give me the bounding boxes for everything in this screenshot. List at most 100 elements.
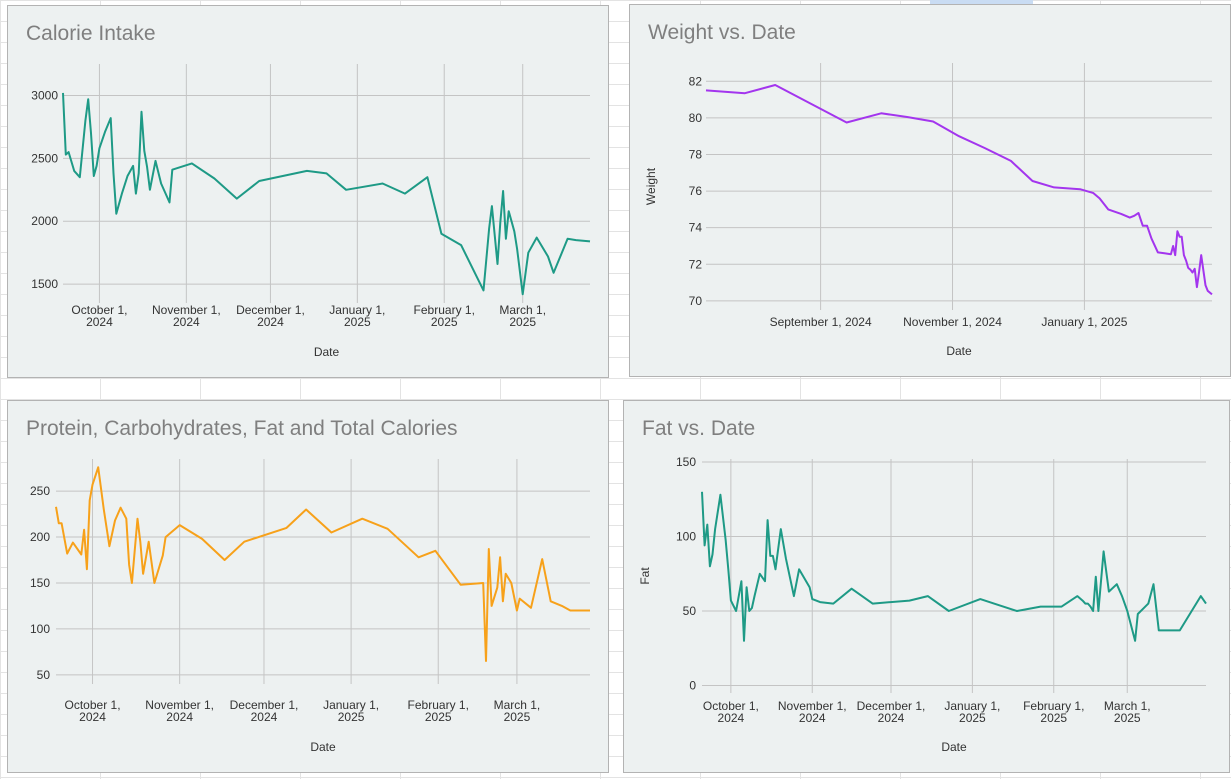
- data-point: [725, 538, 727, 540]
- data-point: [108, 545, 110, 547]
- data-point: [460, 244, 462, 246]
- data-point: [704, 544, 706, 546]
- data-point: [80, 554, 82, 556]
- data-point: [908, 600, 910, 602]
- data-point: [759, 573, 761, 575]
- y-tick-label: 2000: [31, 214, 58, 228]
- data-point: [1179, 236, 1181, 238]
- data-point: [510, 582, 512, 584]
- data-point: [148, 541, 150, 543]
- y-tick-label: 82: [689, 74, 703, 88]
- x-tick-label: October 1,: [71, 303, 127, 317]
- data-point: [798, 568, 800, 570]
- data-point: [114, 520, 116, 522]
- data-point: [1095, 576, 1097, 578]
- data-point: [1163, 252, 1165, 254]
- x-tick-label: November 1,: [145, 698, 214, 712]
- x-tick-label: March 1,: [499, 303, 546, 317]
- data-point: [1146, 225, 1148, 227]
- x-tick-label-year: 2024: [251, 710, 278, 724]
- data-point: [499, 221, 501, 223]
- data-point: [305, 509, 307, 511]
- data-point: [769, 555, 771, 557]
- data-point: [165, 536, 167, 538]
- data-point: [434, 550, 436, 552]
- data-point: [754, 595, 756, 597]
- y-tick-label: 2500: [31, 151, 58, 165]
- data-point: [1092, 192, 1094, 194]
- x-tick-label-year: 2024: [79, 710, 106, 724]
- y-tick-label: 50: [37, 668, 51, 682]
- data-point: [1087, 603, 1089, 605]
- data-point: [541, 558, 543, 560]
- data-point: [513, 230, 515, 232]
- data-point: [764, 580, 766, 582]
- data-point: [482, 289, 484, 291]
- fat-vs-date-chart-panel[interactable]: Fat vs. Date 0 50 100 150 October 1, 2024 Nove…: [623, 400, 1230, 773]
- calorie-intake-chart-panel[interactable]: Calorie Intake 1500 2000 2500 3000 October 1…: [7, 5, 609, 378]
- x-tick-label: January 1, 2025: [1041, 315, 1127, 329]
- data-point: [502, 600, 504, 602]
- y-tick-label: 3000: [31, 88, 58, 102]
- data-point: [772, 555, 774, 557]
- data-point: [62, 92, 64, 94]
- x-tick-label-year: 2025: [344, 315, 371, 329]
- data-point: [705, 89, 707, 91]
- data-point: [507, 577, 509, 579]
- data-point: [1196, 286, 1198, 288]
- x-tick-label: October 1,: [703, 699, 759, 713]
- data-point: [1176, 230, 1178, 232]
- y-tick-label: 100: [676, 530, 696, 544]
- data-point: [1198, 271, 1200, 273]
- data-point: [1185, 260, 1187, 262]
- data-point: [1205, 603, 1207, 605]
- x-tick-label-year: 2025: [431, 315, 458, 329]
- data-point: [748, 610, 750, 612]
- y-tick-label: 100: [30, 622, 50, 636]
- y-tick-label: 74: [689, 221, 703, 235]
- data-point: [160, 183, 162, 185]
- data-point: [485, 660, 487, 662]
- data-point: [90, 132, 92, 134]
- chart-title: Weight vs. Date: [648, 21, 796, 44]
- y-tick-label: 1500: [31, 277, 58, 291]
- data-point: [96, 165, 98, 167]
- data-point: [73, 170, 75, 172]
- data-point: [115, 213, 117, 215]
- data-point: [1016, 610, 1018, 612]
- data-point: [139, 541, 141, 543]
- data-point: [1142, 225, 1144, 227]
- data-point: [751, 607, 753, 609]
- chart-title: Fat vs. Date: [642, 417, 756, 440]
- x-tick-label: November 1,: [152, 303, 221, 317]
- data-point: [140, 111, 142, 113]
- data-point: [774, 84, 776, 86]
- data-point: [138, 172, 140, 174]
- x-tick-label-year: 2024: [173, 315, 200, 329]
- data-point: [744, 92, 746, 94]
- data-point: [92, 484, 94, 486]
- weight-vs-date-chart-panel[interactable]: Weight vs. Date 70 72 74 76 78 80 82 September …: [629, 4, 1231, 377]
- data-point: [84, 120, 86, 122]
- data-point: [1200, 595, 1202, 597]
- data-point: [550, 600, 552, 602]
- x-tick-label-year: 2025: [1114, 711, 1141, 725]
- macros-calories-chart-panel[interactable]: Protein, Carbohydrates, Fat and Total Ca…: [7, 400, 609, 773]
- data-point: [488, 548, 490, 550]
- data-point: [426, 176, 428, 178]
- x-axis-label: Date: [314, 345, 340, 359]
- data-point: [104, 131, 106, 133]
- data-point: [68, 151, 70, 153]
- data-point: [775, 568, 777, 570]
- data-point: [330, 531, 332, 533]
- x-tick-label: January 1,: [329, 303, 385, 317]
- x-tick-label-year: 2025: [425, 710, 452, 724]
- data-point: [1126, 610, 1128, 612]
- x-tick-label: January 1,: [944, 699, 1000, 713]
- data-point: [496, 263, 498, 265]
- data-point: [712, 553, 714, 555]
- data-point: [146, 166, 148, 168]
- data-point: [516, 610, 518, 612]
